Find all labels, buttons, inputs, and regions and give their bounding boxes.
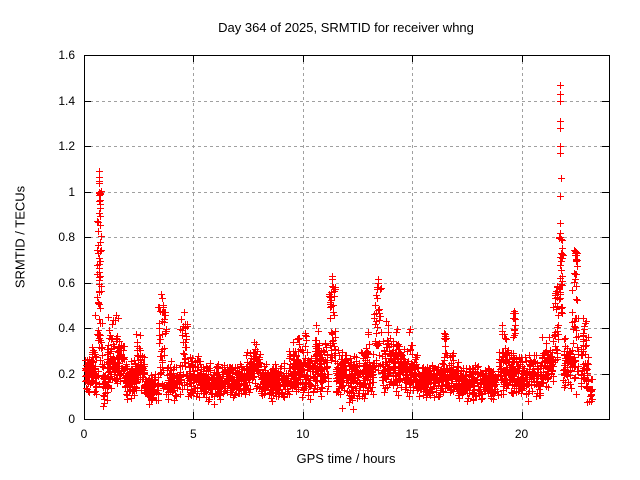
y-tick-label: 0 [68, 412, 75, 426]
y-tick-label: 1.6 [58, 48, 75, 62]
x-tick-label: 5 [190, 427, 197, 441]
y-tick-label: 0.2 [58, 366, 75, 381]
y-tick-label: 1 [68, 184, 75, 199]
grid-lines [84, 55, 609, 419]
y-tick-label: 1.4 [58, 93, 75, 108]
y-tick-label: 0.6 [58, 275, 75, 290]
y-tick-label: 0.4 [58, 321, 75, 335]
x-tick-label: 10 [296, 427, 310, 441]
y-tick-label: 1.2 [58, 139, 75, 153]
chart-title: Day 364 of 2025, SRMTID for receiver whn… [218, 20, 474, 35]
data-points [82, 82, 596, 413]
x-tick-label: 0 [80, 427, 88, 441]
x-axis-label: GPS time / hours [296, 451, 396, 466]
plot-border [84, 55, 610, 420]
x-tick-label: 20 [514, 427, 529, 441]
x-tick-label: 15 [405, 427, 419, 441]
y-tick-label: 0.8 [58, 230, 75, 244]
